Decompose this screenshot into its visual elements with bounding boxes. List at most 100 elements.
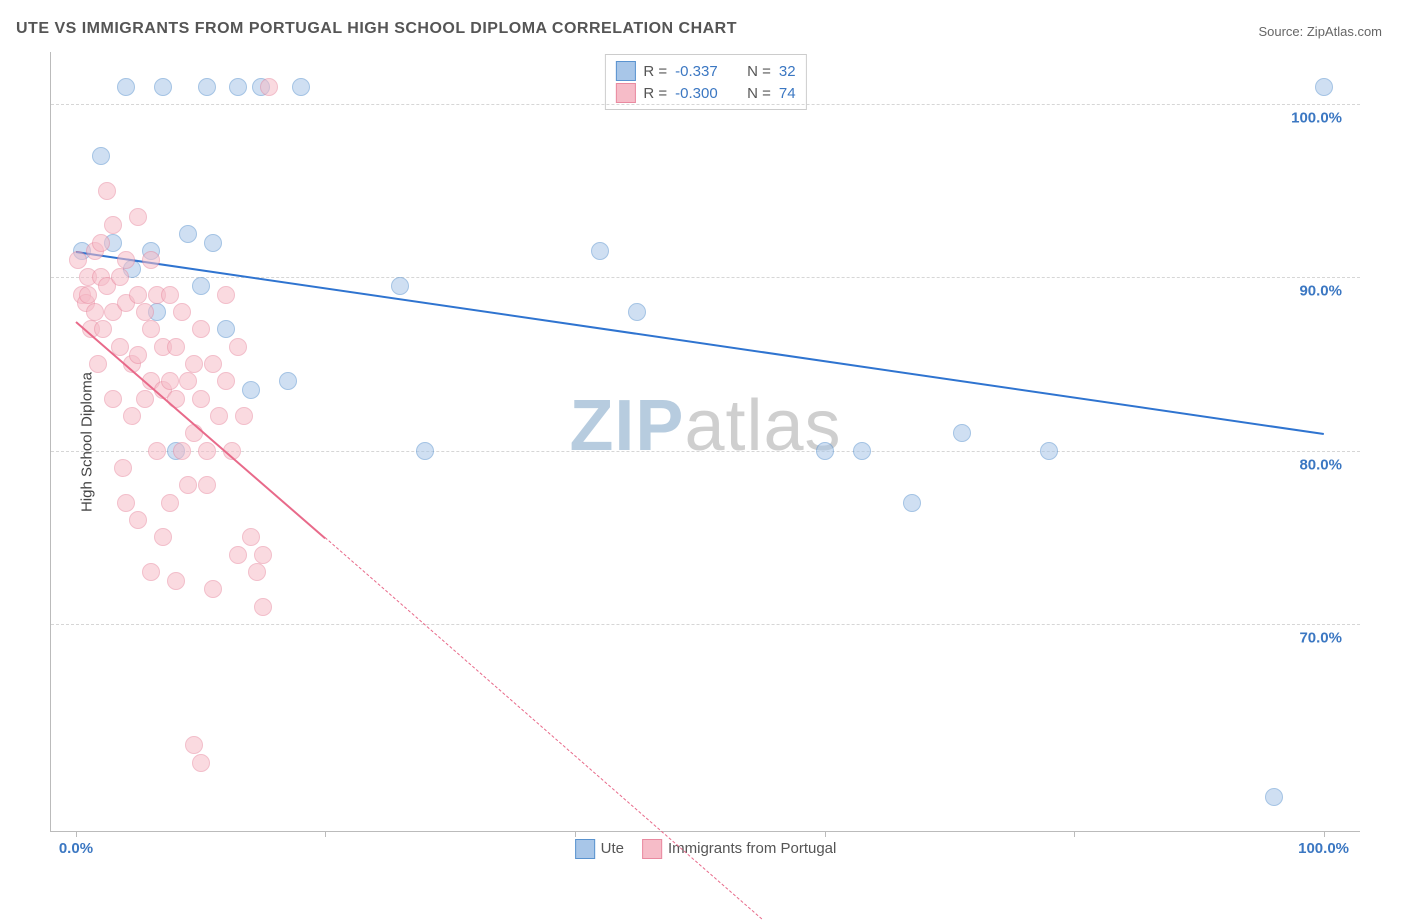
data-point — [292, 78, 310, 96]
stats-legend-row: R = -0.337N = 32 — [615, 61, 795, 81]
data-point — [111, 268, 129, 286]
trend-line — [76, 251, 1324, 435]
data-point — [591, 242, 609, 260]
data-point — [903, 494, 921, 512]
data-point — [416, 442, 434, 460]
data-point — [123, 407, 141, 425]
y-axis-title: High School Diploma — [79, 371, 96, 511]
data-point — [161, 286, 179, 304]
series-legend-item: Ute — [575, 839, 624, 859]
data-point — [136, 390, 154, 408]
data-point — [198, 78, 216, 96]
data-point — [161, 494, 179, 512]
gridline — [51, 451, 1360, 452]
data-point — [148, 442, 166, 460]
data-point — [142, 563, 160, 581]
data-point — [92, 234, 110, 252]
data-point — [117, 78, 135, 96]
data-point — [167, 572, 185, 590]
source-label: Source: ZipAtlas.com — [1258, 24, 1382, 39]
data-point — [86, 303, 104, 321]
data-point — [129, 286, 147, 304]
data-point — [79, 286, 97, 304]
legend-swatch — [642, 839, 662, 859]
legend-swatch — [575, 839, 595, 859]
data-point — [204, 355, 222, 373]
data-point — [853, 442, 871, 460]
series-legend: Ute Immigrants from Portugal — [575, 839, 837, 859]
data-point — [1265, 788, 1283, 806]
legend-n-value: 32 — [779, 63, 796, 80]
data-point — [217, 320, 235, 338]
data-point — [192, 754, 210, 772]
data-point — [117, 494, 135, 512]
x-tick-label: 0.0% — [59, 840, 93, 857]
chart-container: UTE VS IMMIGRANTS FROM PORTUGAL HIGH SCH… — [0, 0, 1406, 892]
y-tick-label: 100.0% — [1291, 110, 1342, 127]
chart-title: UTE VS IMMIGRANTS FROM PORTUGAL HIGH SCH… — [16, 20, 737, 38]
data-point — [142, 320, 160, 338]
data-point — [229, 78, 247, 96]
data-point — [179, 476, 197, 494]
data-point — [229, 338, 247, 356]
x-tick-mark — [76, 831, 77, 837]
data-point — [154, 78, 172, 96]
data-point — [185, 736, 203, 754]
series-legend-item: Immigrants from Portugal — [642, 839, 836, 859]
data-point — [248, 563, 266, 581]
plot-area: High School Diploma ZIPatlas R = -0.337N… — [50, 52, 1360, 832]
x-tick-label: 100.0% — [1298, 840, 1349, 857]
data-point — [391, 277, 409, 295]
data-point — [179, 372, 197, 390]
data-point — [154, 528, 172, 546]
data-point — [242, 528, 260, 546]
gridline — [51, 624, 1360, 625]
data-point — [129, 208, 147, 226]
x-tick-mark — [825, 831, 826, 837]
data-point — [192, 277, 210, 295]
trend-line — [75, 321, 326, 539]
x-tick-mark — [575, 831, 576, 837]
stats-legend: R = -0.337N = 32R = -0.300N = 74 — [604, 54, 806, 110]
data-point — [217, 372, 235, 390]
data-point — [104, 216, 122, 234]
data-point — [114, 459, 132, 477]
gridline — [51, 104, 1360, 105]
y-tick-label: 70.0% — [1299, 630, 1342, 647]
data-point — [173, 442, 191, 460]
data-point — [816, 442, 834, 460]
data-point — [198, 476, 216, 494]
legend-r-value: -0.300 — [675, 85, 739, 102]
data-point — [254, 598, 272, 616]
data-point — [92, 147, 110, 165]
data-point — [1315, 78, 1333, 96]
legend-r-label: R = — [643, 85, 667, 102]
legend-swatch — [615, 83, 635, 103]
data-point — [204, 234, 222, 252]
data-point — [1040, 442, 1058, 460]
trend-line — [325, 537, 762, 919]
x-tick-mark — [1074, 831, 1075, 837]
watermark-zip: ZIP — [569, 386, 684, 466]
stats-legend-row: R = -0.300N = 74 — [615, 83, 795, 103]
data-point — [94, 320, 112, 338]
data-point — [136, 303, 154, 321]
x-tick-mark — [1324, 831, 1325, 837]
data-point — [185, 355, 203, 373]
data-point — [628, 303, 646, 321]
data-point — [229, 546, 247, 564]
watermark: ZIPatlas — [569, 385, 841, 467]
data-point — [117, 251, 135, 269]
data-point — [179, 225, 197, 243]
data-point — [235, 407, 253, 425]
legend-n-label: N = — [747, 63, 771, 80]
data-point — [192, 320, 210, 338]
data-point — [260, 78, 278, 96]
data-point — [98, 182, 116, 200]
data-point — [161, 372, 179, 390]
data-point — [173, 303, 191, 321]
x-tick-mark — [325, 831, 326, 837]
data-point — [192, 390, 210, 408]
y-tick-label: 80.0% — [1299, 456, 1342, 473]
data-point — [129, 346, 147, 364]
